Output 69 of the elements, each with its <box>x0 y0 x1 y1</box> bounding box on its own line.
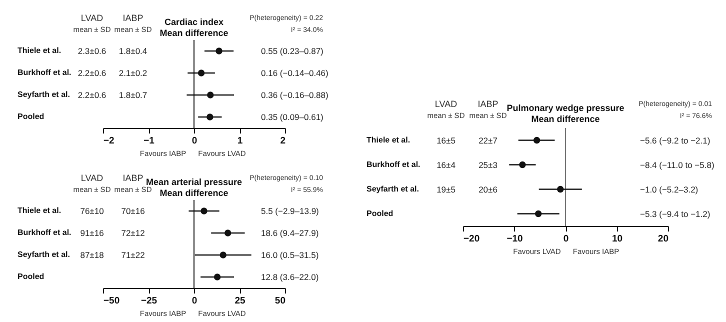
x-tick-label: 2 <box>280 136 286 146</box>
chart-title: Pulmonary wedge pressure <box>506 103 624 113</box>
text: LVAD <box>80 13 104 23</box>
chart-title: Mean arterial pressure <box>146 177 242 187</box>
x-tick-label: −20 <box>464 234 480 244</box>
x-tick-label: 25 <box>234 296 246 306</box>
annotation: −5.6 (−9.2 to −2.1) <box>640 135 710 146</box>
annotation: 2.2±0.6 <box>78 90 106 100</box>
text: 19±5 <box>436 184 456 194</box>
y-tick-label: Seyfarth et al. <box>18 250 70 259</box>
chart-subtitle: Mean difference <box>531 114 600 124</box>
annotation: 71±22 <box>121 250 146 260</box>
annotation: 16.0 (0.5–31.5) <box>261 250 319 260</box>
annotation: 87±18 <box>80 250 104 260</box>
annotation: 2.3±0.6 <box>78 46 106 56</box>
annotation: −5.3 (−9.4 to −1.2) <box>640 208 710 219</box>
annotation: 5.5 (−2.9–13.9) <box>261 206 320 216</box>
x-tick-label: −1 <box>144 136 156 146</box>
annotation: 1.8±0.4 <box>118 46 148 56</box>
annotation: 0.36 (−0.16–0.88) <box>261 90 329 100</box>
annotation: −8.4 (−11.0 to −5.8) <box>640 160 714 170</box>
annotation: 76±10 <box>80 206 104 216</box>
text: 16±4 <box>436 160 456 170</box>
y-tick-label: Burkhoff et al. <box>18 68 72 77</box>
annotation: 91±16 <box>80 228 104 238</box>
x-tick-label: 1 <box>237 136 244 146</box>
text: IABP <box>122 173 144 183</box>
y-tick-label: Burkhoff et al. <box>18 228 72 237</box>
y-tick-label: Seyfarth et al. <box>18 90 70 99</box>
annotation: 18.6 (9.4–27.9) <box>261 228 319 238</box>
y-tick-label: Burkhoff et al. <box>366 160 420 169</box>
x-tick-label: 0 <box>563 234 569 244</box>
x-tick-label: −50 <box>104 296 120 306</box>
y-tick-label: Pooled <box>18 112 44 121</box>
annotation: 2.1±0.2 <box>118 68 148 78</box>
y-tick-label: Pooled <box>18 272 44 281</box>
annotation: 0.16 (−0.14–0.46) <box>261 68 329 78</box>
annotation: 0.55 (0.23–0.87) <box>261 46 324 56</box>
chart-subtitle: Mean difference <box>160 188 228 198</box>
y-tick-label: Seyfarth et al. <box>366 184 419 194</box>
annotation: 2.2±0.6 <box>78 68 106 78</box>
text: IABP <box>122 13 144 23</box>
y-tick-label: Thiele et al. <box>366 135 410 144</box>
annotation: −1.0 (−5.2–3.2) <box>640 184 698 194</box>
annotation: 12.8 (3.6–22.0) <box>261 272 319 282</box>
x-tick-label: −10 <box>506 234 523 244</box>
y-tick-label: Thiele et al. <box>18 46 62 55</box>
y-tick-label: Thiele et al. <box>18 206 62 215</box>
x-tick-label: 0 <box>192 136 198 146</box>
annotation: 22±7 <box>478 135 498 146</box>
x-tick-label: 10 <box>612 234 623 244</box>
annotation: 1.8±0.7 <box>118 90 148 100</box>
text: 16±5 <box>436 135 456 146</box>
annotation: 0.35 (0.09–0.61) <box>261 112 324 122</box>
x-tick-label: −2 <box>104 136 114 146</box>
annotation: 70±16 <box>121 206 146 216</box>
annotation: 25±3 <box>478 160 498 170</box>
chart-subtitle: Mean difference <box>160 28 228 38</box>
chart-title: Cardiac index <box>164 17 224 27</box>
x-tick-label: 0 <box>192 296 198 306</box>
text: LVAD <box>434 99 458 109</box>
x-tick-label: 50 <box>274 296 286 306</box>
text: LVAD <box>80 173 104 183</box>
text: IABP <box>478 99 498 109</box>
y-tick-label: Pooled <box>366 208 394 218</box>
annotation: 72±12 <box>121 228 146 238</box>
x-tick-label: −25 <box>140 296 158 306</box>
annotation: 20±6 <box>478 184 498 194</box>
x-tick-label: 20 <box>658 234 668 244</box>
